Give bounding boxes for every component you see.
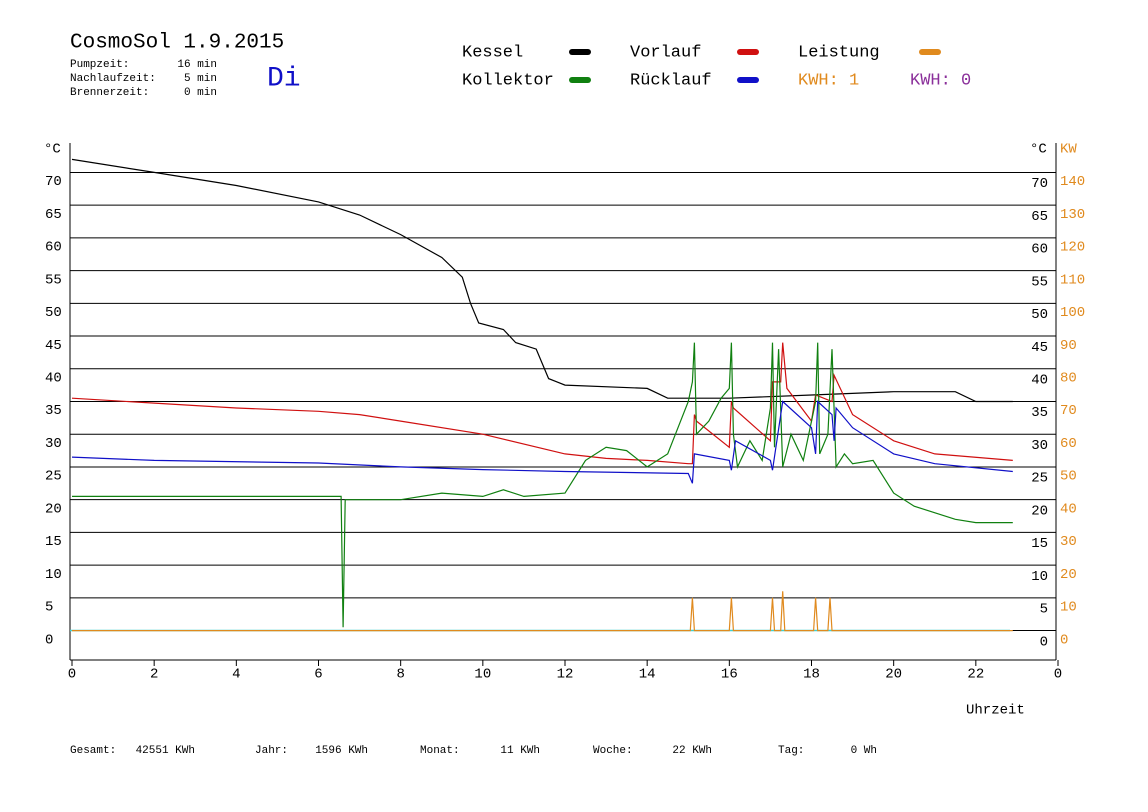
legend-label: Vorlauf: [630, 43, 701, 62]
y2-kw-tick-label: 40: [1060, 501, 1077, 517]
info-value: 16 min: [177, 59, 217, 71]
y-unit: °C: [44, 142, 61, 158]
y-tick-label: 70: [45, 174, 62, 190]
y-tick-label: 10: [45, 567, 62, 583]
total-value: 11 KWh: [500, 745, 540, 757]
y2-tick-label: 0: [1040, 634, 1048, 650]
chart-title: CosmoSol 1.9.2015: [70, 32, 284, 55]
y2-tick-label: 50: [1031, 307, 1048, 323]
y-tick-label: 20: [45, 501, 62, 517]
y-tick-label: 15: [45, 534, 62, 550]
x-tick-label: 6: [314, 667, 322, 683]
x-tick-label: 4: [232, 667, 240, 683]
y2-unit: °C: [1030, 142, 1047, 158]
x-tick-label: 0: [1054, 667, 1062, 683]
y-tick-label: 5: [45, 600, 53, 616]
y2-kw-tick-label: 0: [1060, 632, 1068, 648]
total-label: Monat:: [420, 745, 460, 757]
y-tick-label: 35: [45, 403, 62, 419]
y2-kw-tick-label: 140: [1060, 174, 1085, 190]
x-tick-label: 0: [68, 667, 76, 683]
y2-tick-label: 35: [1031, 405, 1048, 421]
x-tick-label: 20: [885, 667, 902, 683]
kwh-label: KWH: 1: [798, 71, 859, 90]
y-tick-label: 65: [45, 207, 62, 223]
info-label: Brennerzeit:: [70, 87, 149, 99]
y2-kw-tick-label: 130: [1060, 207, 1085, 223]
total-value: 0 Wh: [851, 745, 877, 757]
total-value: 1596 KWh: [315, 745, 368, 757]
y2-tick-label: 25: [1031, 471, 1048, 487]
x-tick-label: 12: [557, 667, 574, 683]
total-value: 42551 KWh: [136, 745, 195, 757]
total-label: Jahr:: [255, 745, 288, 757]
y2-kw-tick-label: 120: [1060, 240, 1085, 256]
y2-kw-tick-label: 80: [1060, 370, 1077, 386]
total-label: Gesamt:: [70, 745, 116, 757]
legend-label: Rücklauf: [630, 71, 712, 90]
y-tick-label: 45: [45, 338, 62, 354]
y2-tick-label: 55: [1031, 274, 1048, 290]
y-tick-label: 55: [45, 272, 62, 288]
x-tick-label: 14: [639, 667, 656, 683]
y2-kw-tick-label: 60: [1060, 436, 1077, 452]
y2-tick-label: 15: [1031, 536, 1048, 552]
info-value: 5 min: [184, 73, 217, 85]
x-tick-label: 10: [474, 667, 491, 683]
y2-kw-tick-label: 100: [1060, 305, 1085, 321]
x-tick-label: 8: [396, 667, 404, 683]
day: Di: [267, 63, 301, 94]
series-line: [71, 158, 1013, 403]
kwh-label: KWH: 0: [910, 71, 971, 90]
y-tick-label: 40: [45, 370, 62, 386]
y2-tick-label: 30: [1031, 438, 1048, 454]
y-tick-label: 25: [45, 469, 62, 485]
y-tick-label: 50: [45, 305, 62, 321]
y2-kw-tick-label: 110: [1060, 272, 1085, 288]
y-tick-label: 30: [45, 436, 62, 452]
info-value: 0 min: [184, 87, 217, 99]
x-tick-label: 18: [803, 667, 820, 683]
total-label: Woche:: [593, 745, 633, 757]
y2-unit: KW: [1060, 142, 1077, 158]
y2-kw-tick-label: 70: [1060, 403, 1077, 419]
info-label: Pumpzeit:: [70, 59, 129, 71]
y2-kw-tick-label: 20: [1060, 567, 1077, 583]
total-value: 22 KWh: [672, 745, 712, 757]
y2-tick-label: 45: [1031, 340, 1048, 356]
total-label: Tag:: [778, 745, 804, 757]
y-tick-label: 0: [45, 632, 53, 648]
y2-kw-tick-label: 30: [1060, 534, 1077, 550]
legend-label: Kollektor: [462, 71, 554, 90]
series-line: [71, 342, 1013, 465]
y2-tick-label: 40: [1031, 372, 1048, 388]
y2-tick-label: 60: [1031, 242, 1048, 258]
y2-tick-label: 5: [1040, 602, 1048, 618]
x-tick-label: 16: [721, 667, 738, 683]
series-line: [71, 400, 1013, 484]
series-line: [72, 591, 1013, 632]
y2-kw-tick-label: 10: [1060, 600, 1077, 616]
y2-tick-label: 10: [1031, 569, 1048, 585]
legend-label: Kessel: [462, 43, 523, 62]
info-label: Nachlaufzeit:: [70, 73, 156, 85]
x-tick-label: 22: [967, 667, 984, 683]
y-tick-label: 60: [45, 240, 62, 256]
y2-kw-tick-label: 90: [1060, 338, 1077, 354]
y2-tick-label: 65: [1031, 209, 1048, 225]
series-line: [72, 342, 1013, 628]
x-axis-label: Uhrzeit: [966, 703, 1025, 719]
y2-tick-label: 20: [1031, 503, 1048, 519]
x-tick-label: 2: [150, 667, 158, 683]
legend-label: Leistung: [798, 43, 880, 62]
y2-tick-label: 70: [1031, 176, 1048, 192]
y2-kw-tick-label: 50: [1060, 469, 1077, 485]
